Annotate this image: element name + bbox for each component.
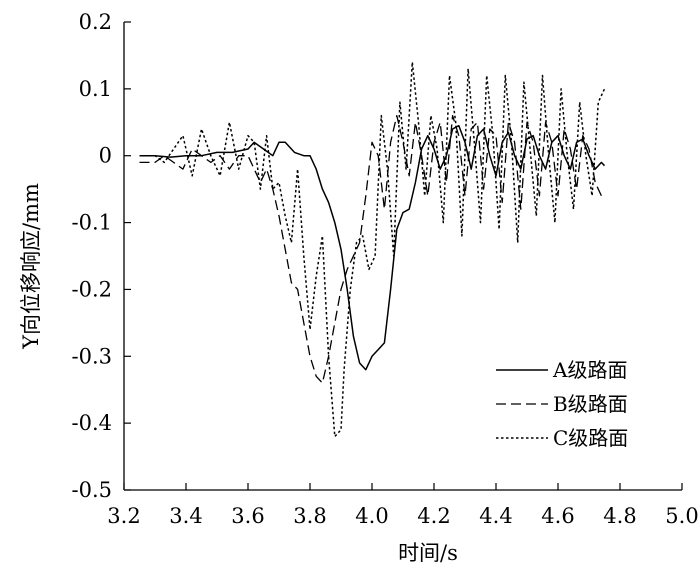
y-tick-label: -0.4 xyxy=(72,411,113,435)
y-ticks: 0.2 0.1 0 -0.1 -0.2 -0.3 -0.4 -0.5 xyxy=(72,10,131,502)
series-line-2 xyxy=(139,114,602,384)
x-tick-label: 4.0 xyxy=(355,504,388,528)
x-tick-label: 4.8 xyxy=(603,504,636,528)
series-layer xyxy=(139,61,606,438)
x-tick-label: 3.6 xyxy=(231,504,264,528)
y-tick-label: -0.5 xyxy=(72,478,113,502)
legend-label-1: A级路面 xyxy=(552,358,627,382)
x-tick-label: 4.6 xyxy=(541,504,574,528)
series-line-3 xyxy=(139,61,606,438)
y-tick-label: -0.1 xyxy=(72,211,113,235)
y-axis-title: Y向位移响应/mm xyxy=(19,183,43,350)
x-axis-title: 时间/s xyxy=(398,541,458,565)
y-tick-label: -0.2 xyxy=(72,277,113,301)
y-tick-label: 0.2 xyxy=(79,10,112,34)
legend-label-2: B级路面 xyxy=(553,392,628,416)
series-line-1 xyxy=(139,124,606,371)
y-tick-label: -0.3 xyxy=(72,344,113,368)
x-tick-label: 5.0 xyxy=(665,504,698,528)
x-tick-label: 4.2 xyxy=(417,504,450,528)
y-tick-label: 0 xyxy=(99,144,112,168)
plot-area: 0.2 0.1 0 -0.1 -0.2 -0.3 -0.4 -0.5 3.2 3.4 3.6 3.8… xyxy=(72,10,699,528)
x-tick-label: 3.8 xyxy=(293,504,326,528)
x-tick-label: 3.2 xyxy=(107,504,140,528)
x-ticks: 3.2 3.4 3.6 3.8 4.0 4.2 4.4 4.6 4.8 5.0 xyxy=(107,483,699,528)
y-tick-label: 0.1 xyxy=(79,77,112,101)
x-tick-label: 4.4 xyxy=(479,504,512,528)
x-tick-label: 3.4 xyxy=(169,504,202,528)
legend: A级路面 B级路面 C级路面 xyxy=(496,358,628,450)
legend-label-3: C级路面 xyxy=(553,426,628,450)
